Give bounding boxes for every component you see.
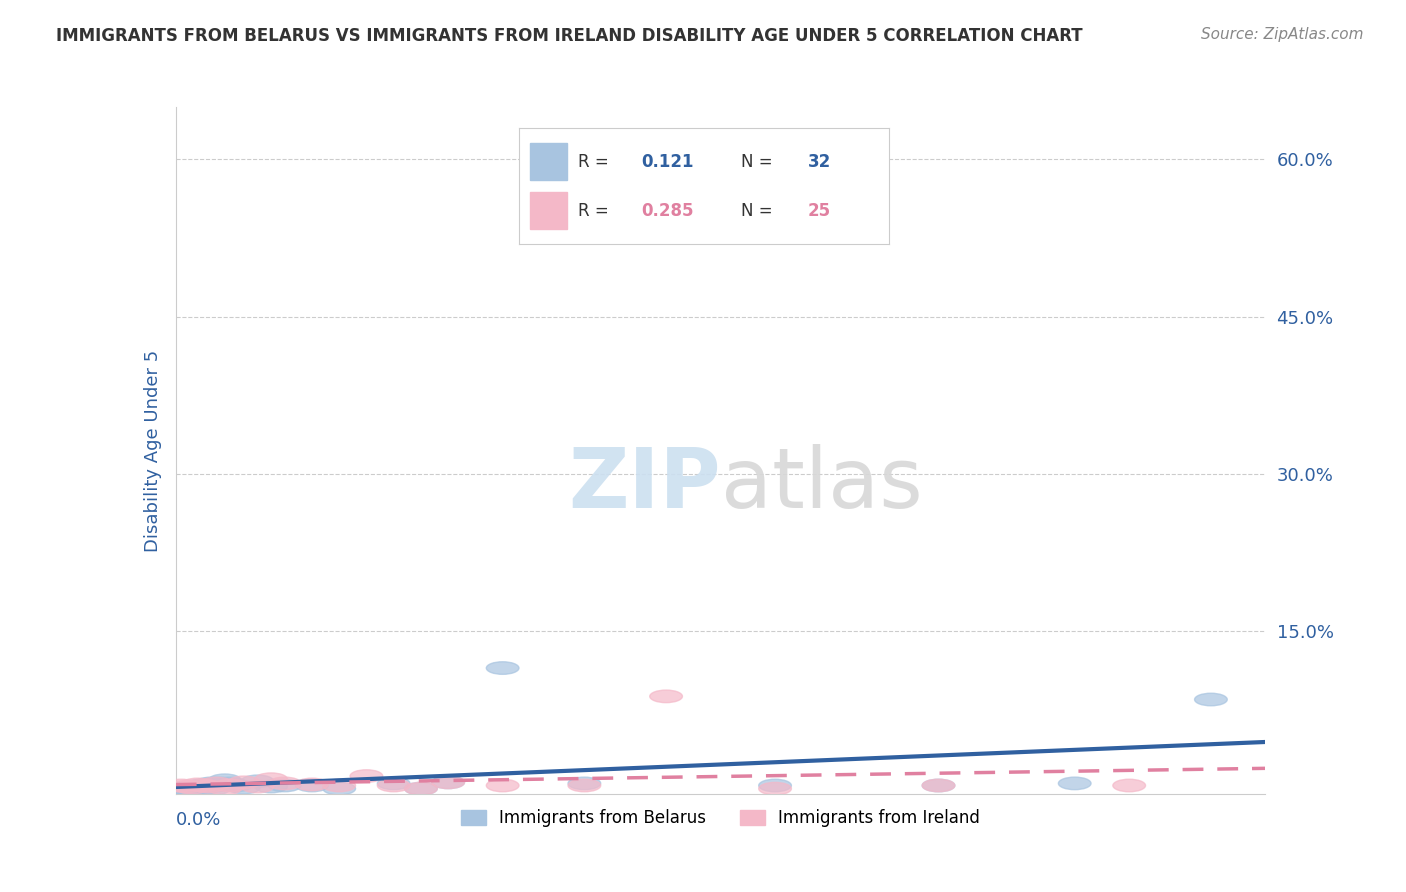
Ellipse shape [350, 770, 382, 782]
Ellipse shape [254, 780, 287, 793]
Ellipse shape [568, 780, 600, 792]
Ellipse shape [295, 780, 329, 792]
Ellipse shape [208, 782, 242, 795]
Ellipse shape [214, 777, 246, 789]
Ellipse shape [228, 781, 260, 794]
Ellipse shape [922, 780, 955, 792]
Ellipse shape [377, 780, 411, 792]
Ellipse shape [165, 782, 197, 795]
Ellipse shape [295, 778, 329, 790]
Ellipse shape [432, 776, 464, 789]
Ellipse shape [200, 777, 233, 789]
Y-axis label: Disability Age Under 5: Disability Age Under 5 [143, 350, 162, 551]
Ellipse shape [486, 662, 519, 674]
Ellipse shape [568, 777, 600, 789]
Text: Source: ZipAtlas.com: Source: ZipAtlas.com [1201, 27, 1364, 42]
Ellipse shape [187, 780, 219, 792]
Text: 0.0%: 0.0% [176, 811, 221, 829]
Text: IMMIGRANTS FROM BELARUS VS IMMIGRANTS FROM IRELAND DISABILITY AGE UNDER 5 CORREL: IMMIGRANTS FROM BELARUS VS IMMIGRANTS FR… [56, 27, 1083, 45]
Ellipse shape [179, 782, 211, 795]
Ellipse shape [176, 782, 208, 795]
Ellipse shape [173, 782, 205, 795]
Ellipse shape [323, 782, 356, 795]
Ellipse shape [486, 780, 519, 792]
Ellipse shape [184, 780, 217, 792]
Ellipse shape [190, 780, 222, 792]
Ellipse shape [242, 780, 274, 793]
Ellipse shape [242, 775, 274, 788]
Ellipse shape [181, 778, 214, 790]
Ellipse shape [922, 780, 955, 792]
Ellipse shape [650, 690, 682, 703]
Ellipse shape [208, 774, 242, 787]
Ellipse shape [1059, 777, 1091, 789]
Ellipse shape [269, 777, 301, 789]
Ellipse shape [165, 780, 197, 792]
Ellipse shape [214, 780, 246, 792]
Ellipse shape [193, 780, 225, 793]
Ellipse shape [219, 780, 252, 792]
Ellipse shape [759, 780, 792, 792]
Ellipse shape [187, 782, 219, 795]
Ellipse shape [197, 782, 231, 795]
Ellipse shape [170, 780, 202, 793]
Ellipse shape [377, 777, 411, 789]
Ellipse shape [195, 777, 228, 789]
Ellipse shape [1114, 780, 1146, 792]
Ellipse shape [269, 780, 301, 792]
Ellipse shape [1195, 693, 1227, 706]
Legend: Immigrants from Belarus, Immigrants from Ireland: Immigrants from Belarus, Immigrants from… [454, 802, 987, 834]
Ellipse shape [432, 776, 464, 789]
Ellipse shape [202, 777, 236, 789]
Text: atlas: atlas [721, 444, 922, 525]
Ellipse shape [200, 780, 233, 792]
Ellipse shape [181, 780, 214, 793]
Ellipse shape [254, 772, 287, 786]
Ellipse shape [405, 782, 437, 795]
Ellipse shape [228, 776, 260, 789]
Ellipse shape [323, 780, 356, 792]
Ellipse shape [405, 782, 437, 795]
Ellipse shape [167, 782, 200, 795]
Ellipse shape [176, 781, 208, 794]
Ellipse shape [193, 778, 225, 790]
Text: ZIP: ZIP [568, 444, 721, 525]
Ellipse shape [759, 782, 792, 795]
